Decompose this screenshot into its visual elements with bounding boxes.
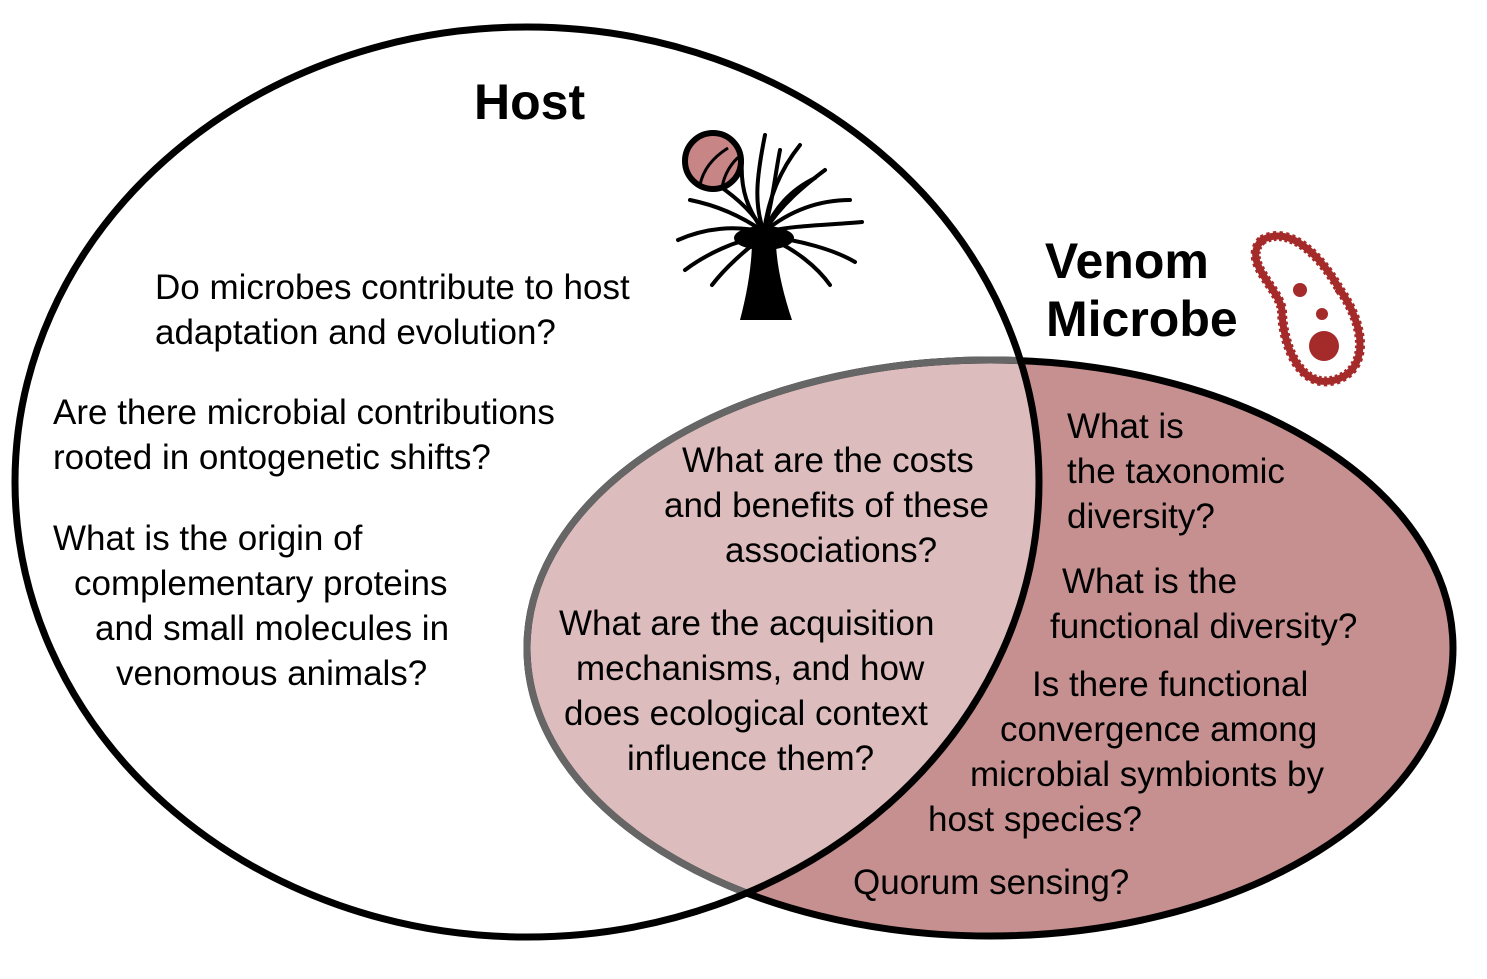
text-line: does ecological context xyxy=(564,694,928,733)
overlap-question-costs: What are the costs and benefits of these… xyxy=(664,438,989,573)
text-line: What is the xyxy=(1062,562,1238,601)
text-line: diversity? xyxy=(1067,497,1215,536)
microbe-question-quorum: Quorum sensing? xyxy=(853,863,1130,902)
host-question-origin: What is the origin of complementary prot… xyxy=(53,516,449,696)
text-line: venomous animals? xyxy=(116,654,428,693)
text-line: Do microbes contribute to host xyxy=(155,268,630,307)
microbe-question-functional: What is the functional diversity? xyxy=(1050,559,1357,649)
overlap-question-acquisition: What are the acquisition mechanisms, and… xyxy=(559,601,934,781)
text-line: What is xyxy=(1067,407,1184,446)
text-line: complementary proteins xyxy=(74,564,448,603)
microbe-title: Venom Microbe xyxy=(1018,232,1238,348)
text-line: Is there functional xyxy=(1032,665,1309,704)
microbe-title-line-2: Microbe xyxy=(1046,291,1238,347)
text-line: and small molecules in xyxy=(95,609,450,648)
host-question-adaptation: Do microbes contribute to host adaptatio… xyxy=(155,265,630,355)
host-question-ontogenetic: Are there microbial contributions rooted… xyxy=(53,390,555,480)
text-line: host species? xyxy=(928,800,1143,839)
bacterium-icon xyxy=(1250,231,1365,387)
text-line: and benefits of these xyxy=(664,486,989,525)
text-line: influence them? xyxy=(627,739,875,778)
text-line: rooted in ontogenetic shifts? xyxy=(53,438,491,477)
text-line: Are there microbial contributions xyxy=(53,393,555,432)
text-line: What is the origin of xyxy=(53,519,363,558)
text-line: adaptation and evolution? xyxy=(155,313,556,352)
microbe-question-taxonomic: What is the taxonomic diversity? xyxy=(1067,404,1285,539)
text-line: the taxonomic xyxy=(1067,452,1285,491)
sea-anemone-icon xyxy=(676,130,864,320)
microbe-title-line-1: Venom xyxy=(1044,233,1209,289)
overlap-region xyxy=(527,360,1039,936)
text-line: What are the acquisition xyxy=(559,604,935,643)
microbe-question-convergence: Is there functional convergence among mi… xyxy=(928,662,1324,842)
text-line: convergence among xyxy=(1000,710,1318,749)
host-title: Host xyxy=(474,74,586,130)
text-line: functional diversity? xyxy=(1050,607,1358,646)
text-line: associations? xyxy=(725,531,938,570)
host-circle xyxy=(11,23,1043,941)
text-line: What are the costs xyxy=(682,441,974,480)
text-line: mechanisms, and how xyxy=(576,649,925,688)
text-line: microbial symbionts by xyxy=(970,755,1324,794)
